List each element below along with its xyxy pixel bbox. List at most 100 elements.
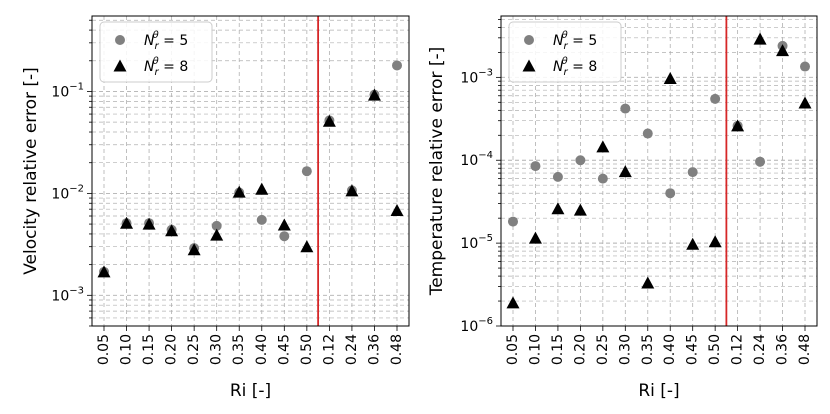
- data-point-circle: [597, 173, 608, 184]
- data-point-triangle: [367, 88, 381, 101]
- data-point-triangle: [731, 119, 745, 132]
- x-tick-label: 0.30: [209, 334, 225, 365]
- data-point-triangle: [641, 276, 655, 289]
- data-point-triangle: [232, 185, 246, 198]
- x-tick-label: 0.05: [505, 334, 521, 365]
- legend-marker: [113, 59, 127, 72]
- data-point-circle: [755, 156, 766, 167]
- data-point-circle: [710, 93, 721, 104]
- x-tick-label: 0.48: [797, 334, 813, 365]
- x-tick-label: 0.24: [344, 334, 360, 365]
- data-point-triangle: [120, 216, 134, 229]
- series-1: [99, 60, 402, 277]
- data-point-triangle: [618, 165, 632, 178]
- data-point-triangle: [551, 202, 565, 215]
- data-point-triangle: [708, 235, 722, 248]
- data-point-circle: [665, 188, 676, 199]
- x-tick-label: 0.50: [707, 334, 723, 365]
- plot-frame: [91, 15, 410, 327]
- x-tick-label: 0.25: [595, 334, 611, 365]
- data-point-triangle: [97, 265, 111, 278]
- x-tick-label: 0.35: [640, 334, 656, 365]
- x-tick-label: 0.45: [685, 334, 701, 365]
- x-tick-label: 0.40: [662, 334, 678, 365]
- x-tick-label: 0.10: [527, 334, 543, 365]
- x-tick-label: 0.30: [617, 334, 633, 365]
- legend-label: Nrθ = 5: [553, 30, 597, 52]
- data-point-circle: [552, 171, 563, 182]
- data-point-circle: [530, 161, 541, 172]
- data-point-circle: [575, 155, 586, 166]
- chart-panel-2: 0.05 0.10 0.15 0.20 0.25 0.30 0.35 0.40 0.45 0.50…: [427, 15, 818, 401]
- legend-marker: [115, 35, 125, 45]
- y-tick-label: 10−6: [460, 316, 493, 335]
- y-axis-title: Temperature relative error [-]: [427, 47, 447, 297]
- data-point-triangle: [506, 296, 520, 309]
- data-point-circle: [642, 128, 653, 139]
- data-point-circle: [392, 60, 402, 71]
- x-tick-label: 0.35: [231, 334, 247, 365]
- plot-frame: [500, 15, 818, 327]
- data-point-triangle: [596, 140, 610, 153]
- y-tick-label: 10−4: [460, 150, 493, 169]
- legend-box: [99, 21, 213, 83]
- y-axis-title: Velocity relative error [-]: [21, 67, 41, 275]
- data-point-triangle: [255, 182, 269, 195]
- x-tick-label: 0.24: [752, 334, 768, 365]
- data-point-triangle: [776, 44, 790, 57]
- legend-marker: [524, 35, 534, 45]
- x-tick-label: 0.05: [96, 334, 112, 365]
- y-tick-label: 10−3: [51, 285, 84, 304]
- x-tick-label: 0.40: [254, 334, 270, 365]
- data-point-triangle: [798, 96, 812, 109]
- legend-label: Nrθ = 8: [553, 56, 597, 78]
- series-2: [506, 32, 812, 309]
- x-tick-label: 0.15: [550, 334, 566, 365]
- data-point-circle: [687, 167, 698, 178]
- data-point-triangle: [663, 71, 677, 84]
- data-point-circle: [256, 214, 267, 225]
- x-tick-label: 0.45: [276, 334, 292, 365]
- y-tick-label: 10−3: [460, 67, 493, 86]
- x-tick-label: 0.20: [572, 334, 588, 365]
- data-point-circle: [301, 166, 312, 177]
- data-point-triangle: [210, 228, 224, 241]
- x-tick-label: 0.36: [775, 334, 791, 365]
- x-tick-label: 0.48: [389, 334, 405, 365]
- y-tick-label: 10−5: [460, 233, 493, 252]
- data-point-triangle: [390, 203, 404, 216]
- data-point-triangle: [528, 231, 542, 244]
- data-point-triangle: [277, 218, 291, 231]
- data-point-circle: [211, 220, 222, 231]
- y-tick-label: 10−2: [51, 183, 84, 202]
- data-point-circle: [508, 216, 518, 227]
- legend-box: [508, 21, 622, 83]
- data-point-circle: [279, 231, 290, 242]
- series-2: [97, 88, 404, 278]
- y-tick-label: 10−1: [51, 81, 84, 100]
- x-tick-label: 0.10: [119, 334, 135, 365]
- legend-label: Nrθ = 8: [144, 56, 188, 78]
- x-tick-label: 0.36: [366, 334, 382, 365]
- data-point-circle: [800, 61, 810, 72]
- legend: Nrθ = 5 Nrθ = 8: [99, 21, 213, 83]
- data-point-triangle: [142, 217, 156, 230]
- x-tick-label: 0.12: [321, 334, 337, 365]
- x-tick-label: 0.12: [730, 334, 746, 365]
- chart-panel-1: 0.05 0.10 0.15 0.20 0.25 0.30 0.35 0.40 0.45 0.50…: [21, 15, 410, 401]
- x-tick-label: 0.25: [186, 334, 202, 365]
- x-tick-label: 0.50: [299, 334, 315, 365]
- x-axis-title: Ri [-]: [230, 381, 271, 401]
- x-axis-title: Ri [-]: [638, 381, 679, 401]
- data-point-triangle: [753, 32, 767, 45]
- data-point-circle: [620, 103, 631, 114]
- legend-marker: [522, 59, 536, 72]
- x-tick-label: 0.15: [141, 334, 157, 365]
- data-point-triangle: [187, 243, 201, 256]
- legend-label: Nrθ = 5: [144, 30, 188, 52]
- data-point-triangle: [573, 203, 587, 216]
- data-point-triangle: [345, 184, 359, 197]
- data-point-triangle: [165, 224, 179, 237]
- data-point-triangle: [322, 114, 336, 127]
